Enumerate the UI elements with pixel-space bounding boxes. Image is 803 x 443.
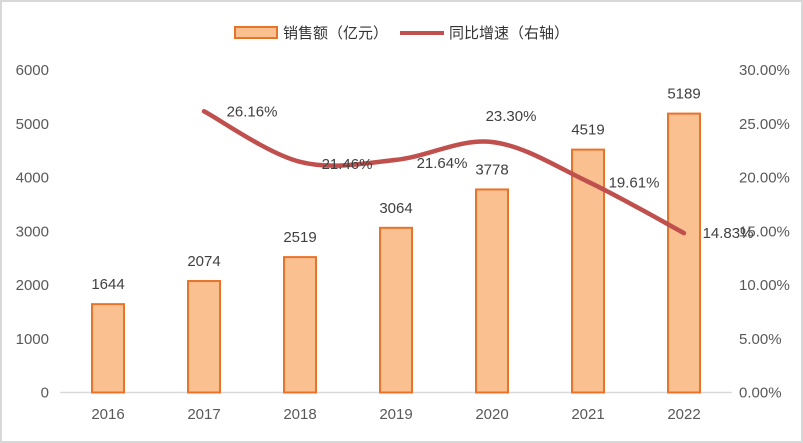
left-axis-tick: 6000 bbox=[16, 62, 49, 79]
line-value-label-2020: 23.30% bbox=[486, 108, 537, 125]
legend-label-growth: 同比增速（右轴） bbox=[449, 25, 570, 42]
bar-series-swatch-icon bbox=[233, 26, 278, 39]
bar-value-label-2020: 3778 bbox=[475, 161, 508, 178]
right-axis-tick: 5.00% bbox=[739, 331, 782, 348]
left-axis-tick: 3000 bbox=[16, 223, 49, 240]
bar-2020 bbox=[475, 188, 509, 394]
x-axis-label-2019: 2019 bbox=[379, 406, 412, 423]
right-axis-tick: 0.00% bbox=[739, 385, 782, 402]
right-axis-tick: 10.00% bbox=[739, 277, 790, 294]
x-axis-label-2021: 2021 bbox=[571, 406, 604, 423]
line-value-label-2018: 21.46% bbox=[322, 156, 373, 173]
x-axis-label-2017: 2017 bbox=[187, 406, 220, 423]
line-value-label-2017: 26.16% bbox=[227, 103, 278, 120]
bar-2017 bbox=[187, 280, 221, 394]
x-axis-label-2022: 2022 bbox=[667, 406, 700, 423]
x-axis-label-2020: 2020 bbox=[475, 406, 508, 423]
bar-value-label-2016: 1644 bbox=[91, 276, 124, 293]
legend-item-growth: 同比增速（右轴） bbox=[400, 22, 569, 43]
line-series-swatch-icon bbox=[400, 30, 444, 35]
right-axis-tick: 20.00% bbox=[739, 170, 790, 187]
right-axis-tick: 30.00% bbox=[739, 62, 790, 79]
line-value-label-2022: 14.83% bbox=[703, 225, 754, 242]
bar-2022 bbox=[667, 112, 701, 394]
right-axis-tick: 25.00% bbox=[739, 116, 790, 133]
line-value-label-2019: 21.64% bbox=[417, 155, 468, 172]
left-axis-tick: 2000 bbox=[16, 277, 49, 294]
bar-2021 bbox=[571, 148, 605, 394]
left-axis-tick: 1000 bbox=[16, 331, 49, 348]
bar-value-label-2017: 2074 bbox=[187, 253, 220, 270]
line-value-label-2021: 19.61% bbox=[609, 175, 660, 192]
growth-line bbox=[201, 109, 687, 236]
bar-2019 bbox=[379, 226, 413, 394]
bar-value-label-2018: 2519 bbox=[283, 229, 316, 246]
left-axis-tick: 4000 bbox=[16, 170, 49, 187]
legend-item-sales: 销售额（亿元） bbox=[233, 22, 388, 43]
bar-2016 bbox=[91, 303, 125, 394]
x-axis-label-2018: 2018 bbox=[283, 406, 316, 423]
left-axis-tick: 5000 bbox=[16, 116, 49, 133]
bar-2018 bbox=[283, 256, 317, 394]
left-axis-tick: 0 bbox=[41, 385, 49, 402]
chart-legend: 销售额（亿元） 同比增速（右轴） bbox=[2, 22, 801, 43]
legend-label-sales: 销售额（亿元） bbox=[282, 25, 388, 42]
right-axis-tick: 15.00% bbox=[739, 223, 790, 240]
bar-value-label-2021: 4519 bbox=[571, 122, 604, 139]
x-axis-label-2016: 2016 bbox=[91, 406, 124, 423]
bar-value-label-2022: 5189 bbox=[667, 86, 700, 103]
bar-value-label-2019: 3064 bbox=[379, 200, 412, 217]
